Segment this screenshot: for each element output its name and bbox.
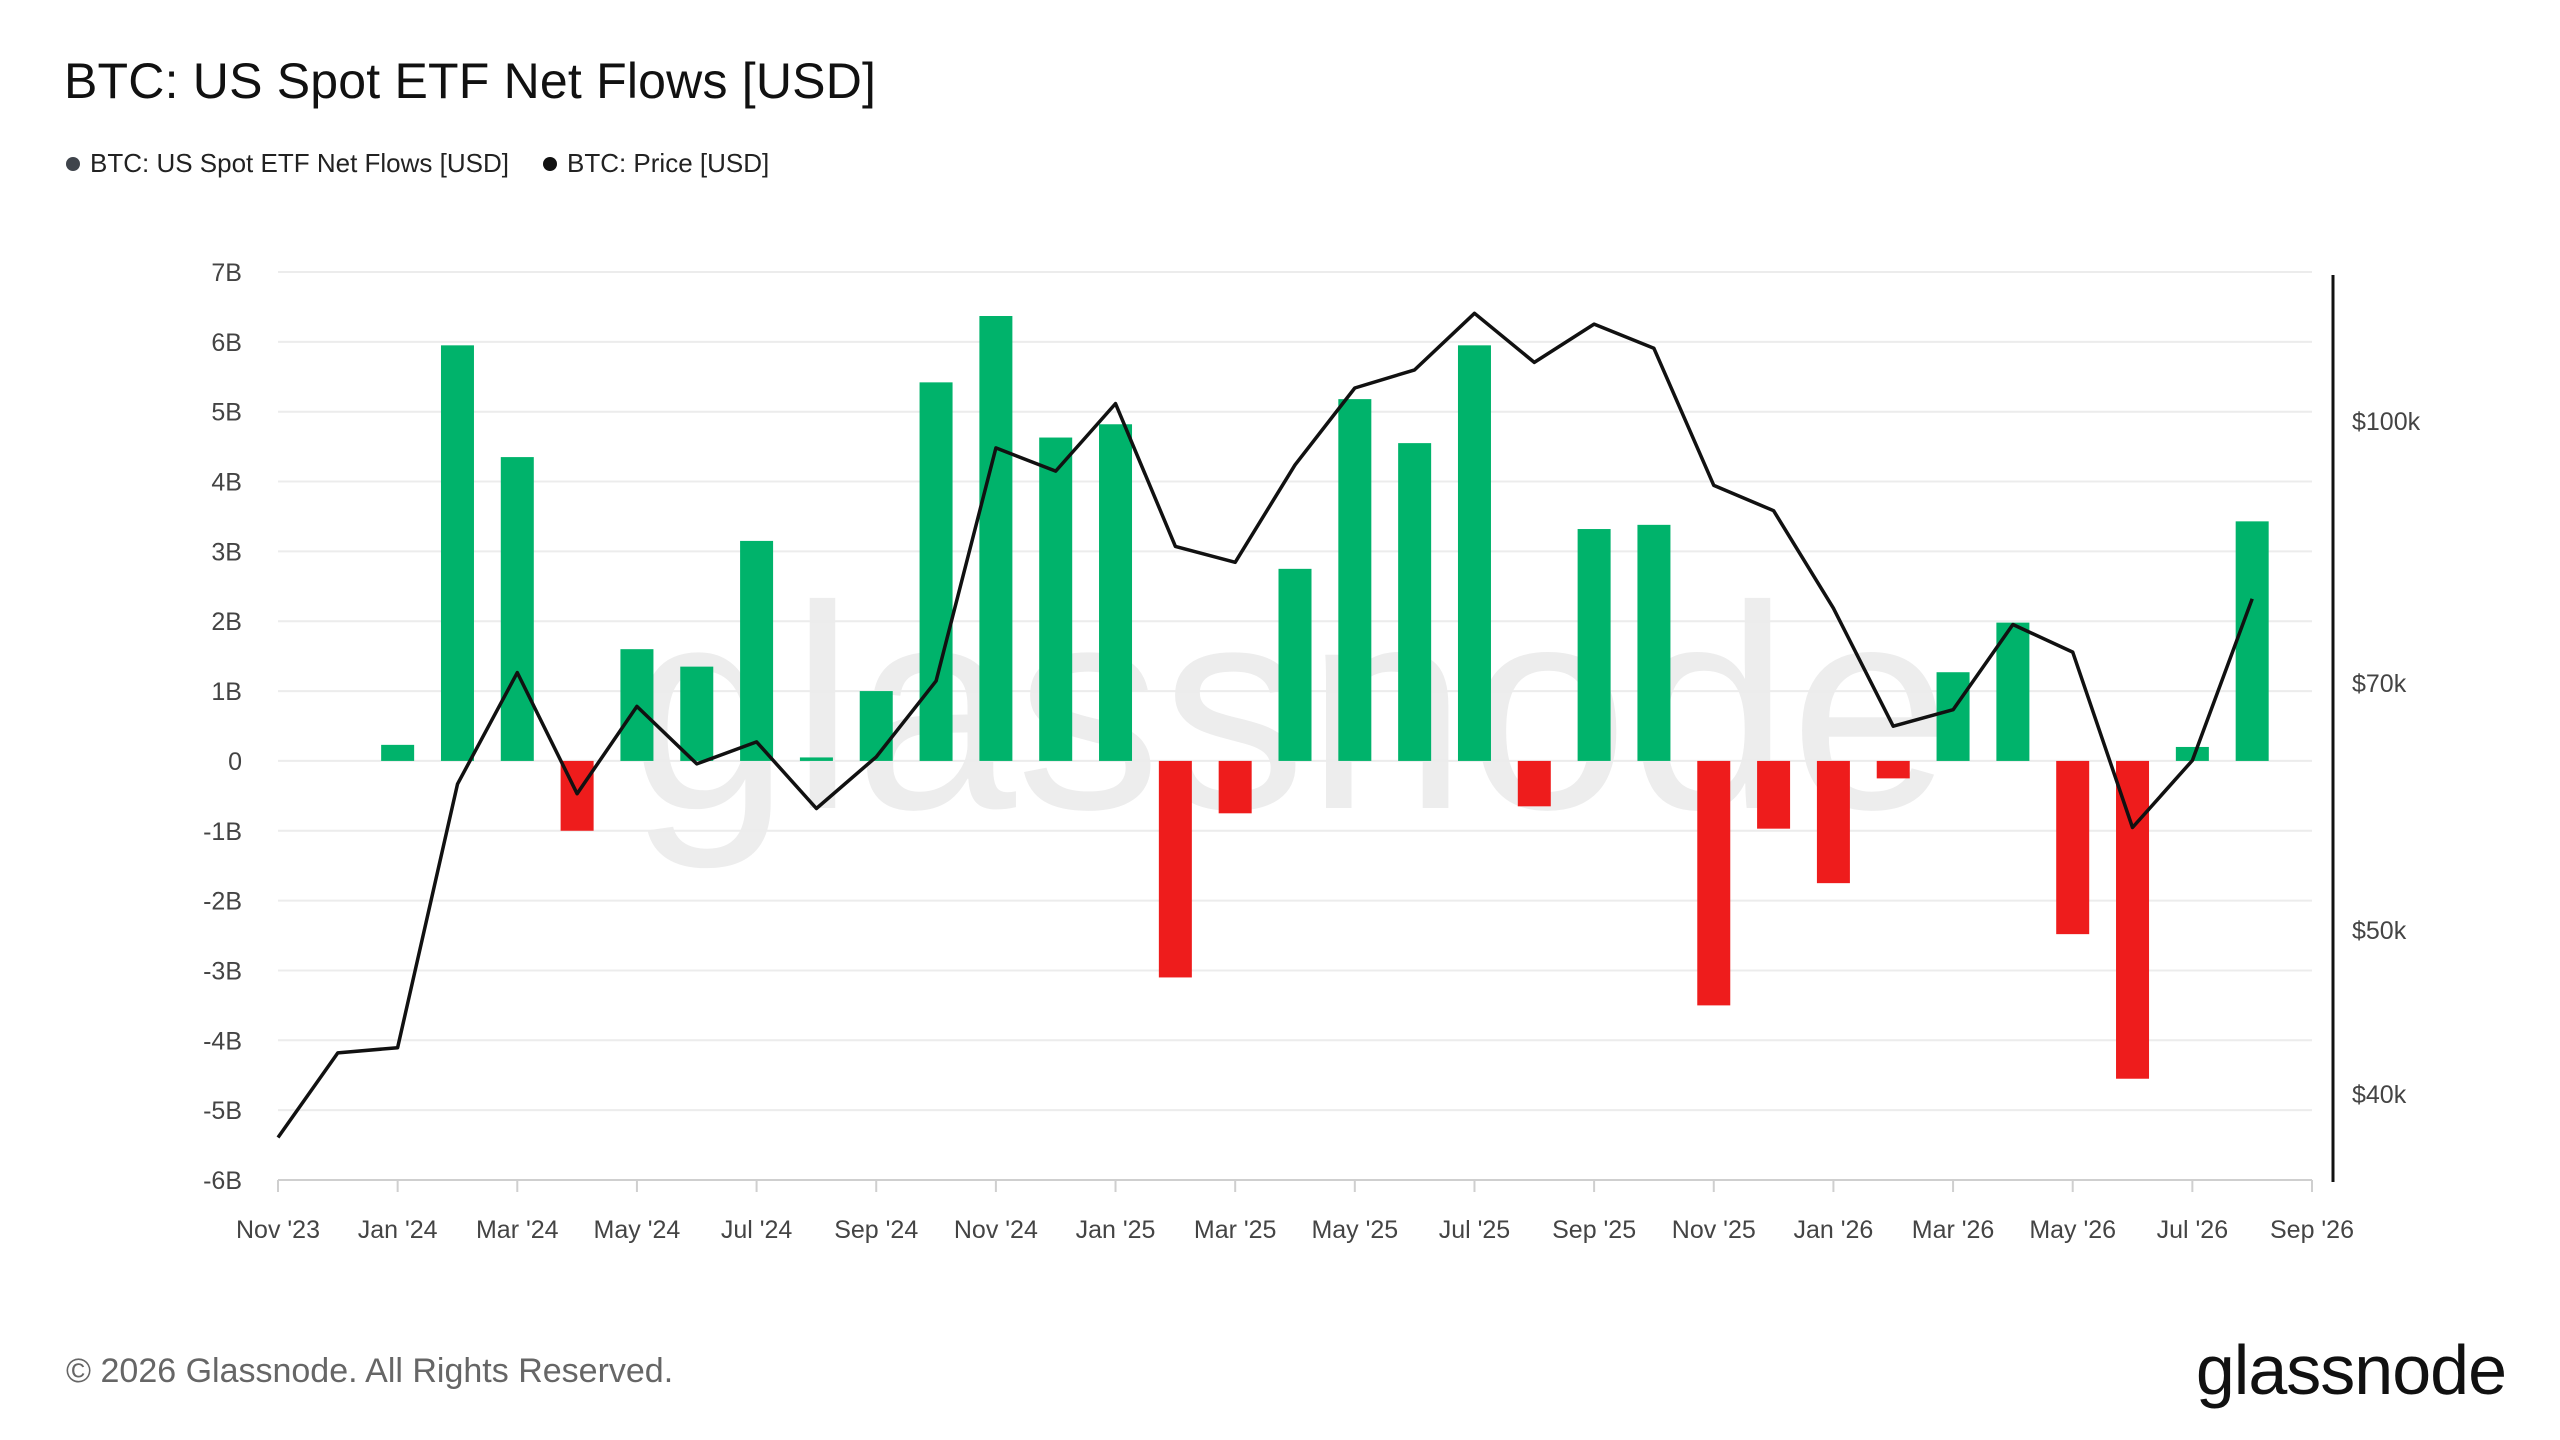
flow-bar <box>1816 760 1850 884</box>
chart-legend: BTC: US Spot ETF Net Flows [USD] BTC: Pr… <box>66 148 769 179</box>
price-line <box>276 311 2254 1139</box>
bars <box>381 316 2269 1079</box>
y-right-tick-label: $70k <box>2352 670 2407 698</box>
x-tick-label: Jan '25 <box>1076 1216 1156 1244</box>
flow-bar <box>1637 524 1671 761</box>
legend-dot-price <box>542 156 557 171</box>
flow-bar <box>1158 760 1192 978</box>
legend-item-price[interactable]: BTC: Price [USD] <box>542 148 770 179</box>
x-tick-label: Mar '25 <box>1194 1216 1277 1244</box>
flow-bar <box>1398 443 1432 761</box>
flow-bar <box>740 540 774 761</box>
y-tick-label: -6B <box>203 1167 242 1195</box>
flow-bar <box>799 757 833 761</box>
y-tick-label: -1B <box>203 818 242 846</box>
y-right-tick-label: $40k <box>2352 1081 2407 1109</box>
y-tick-label: 2B <box>211 608 242 636</box>
x-tick-label: Jul '25 <box>1439 1216 1510 1244</box>
flow-bar <box>1099 424 1133 761</box>
x-tick-label: Jul '26 <box>2157 1216 2228 1244</box>
x-tick-label: May '26 <box>2029 1216 2116 1244</box>
y-right-tick-label: $100k <box>2352 408 2421 436</box>
flow-bar <box>500 457 534 761</box>
chart-title: BTC: US Spot ETF Net Flows [USD] <box>64 53 877 109</box>
price-line-path <box>276 311 2254 1139</box>
flow-bar <box>1517 760 1551 807</box>
flow-bar <box>1876 760 1910 779</box>
flow-bar <box>1278 568 1312 761</box>
y-tick-label: 5B <box>211 399 242 427</box>
flow-bar <box>1577 529 1611 761</box>
x-tick-label: Mar '26 <box>1912 1216 1995 1244</box>
brand-logo[interactable]: glassnode <box>2195 1331 2507 1409</box>
y-tick-label: 7B <box>211 259 242 287</box>
x-tick-label: Sep '24 <box>834 1216 918 1244</box>
x-tick-label: May '24 <box>594 1216 681 1244</box>
flow-bar <box>919 382 953 761</box>
flow-bar <box>859 691 893 761</box>
legend-label-net-flows: BTC: US Spot ETF Net Flows [USD] <box>90 148 509 178</box>
flow-bar <box>1218 760 1252 814</box>
flow-bar <box>1457 345 1491 761</box>
y-tick-label: 6B <box>211 329 242 357</box>
x-tick-label: Jan '26 <box>1793 1216 1873 1244</box>
flow-bar <box>2116 760 2150 1079</box>
x-tick-label: May '25 <box>1311 1216 1398 1244</box>
flow-bar <box>2056 760 2090 935</box>
flow-bar <box>979 316 1013 761</box>
x-tick-label: Jul '24 <box>721 1216 793 1244</box>
y-tick-label: -5B <box>203 1097 242 1125</box>
x-axis: Nov '23 Jan '24 Mar '24 May '24 Jul '24 Sep '… <box>236 1179 2354 1244</box>
x-tick-label: Jan '24 <box>358 1216 438 1244</box>
y-tick-label: 0 <box>228 748 242 776</box>
flow-bar <box>381 744 415 761</box>
y-tick-label: -4B <box>203 1027 242 1055</box>
legend-dot-net-flows <box>66 156 80 171</box>
x-tick-label: Sep '26 <box>2270 1216 2354 1244</box>
legend-item-net-flows[interactable]: BTC: US Spot ETF Net Flows [USD] <box>66 148 509 179</box>
x-tick-label: Sep '25 <box>1552 1216 1636 1244</box>
chart-area: glassnode 7B6B5B4B3B2B1B0-1B-2B-3B-4B-5B… <box>203 259 2421 1244</box>
copyright-text: © 2026 Glassnode. All Rights Reserved. <box>66 1352 674 1390</box>
flow-bar <box>2175 746 2209 761</box>
flow-bar <box>1936 672 1970 761</box>
y-right-tick-label: $50k <box>2352 917 2407 945</box>
legend-label-price: BTC: Price [USD] <box>566 148 770 178</box>
flow-bar <box>1996 622 2030 761</box>
y-axis-left-labels: 7B 6B 5B 4B 3B 2B 1B 0 -1B -2B -3B -4B -5B -6B <box>203 259 242 1195</box>
y-tick-label: -3B <box>203 957 242 985</box>
flow-bar <box>1338 399 1372 761</box>
x-tick-label: Nov '23 <box>236 1216 320 1244</box>
flow-bar <box>1697 760 1731 1006</box>
y-tick-label: -2B <box>203 888 242 916</box>
y-tick-label: 1B <box>211 678 242 706</box>
x-tick-label: Mar '24 <box>476 1216 559 1244</box>
flow-bar <box>440 345 474 761</box>
y-tick-label: 3B <box>211 538 242 566</box>
flow-bar <box>1039 437 1073 761</box>
x-tick-label: Nov '24 <box>954 1216 1038 1244</box>
flow-bar <box>680 666 714 761</box>
flow-bar <box>1757 760 1791 829</box>
y-tick-label: 4B <box>211 469 242 497</box>
y-axis-right: $100k $70k $50k $40k <box>2331 275 2421 1182</box>
x-tick-label: Nov '25 <box>1672 1216 1756 1244</box>
flow-bar <box>2235 521 2269 761</box>
